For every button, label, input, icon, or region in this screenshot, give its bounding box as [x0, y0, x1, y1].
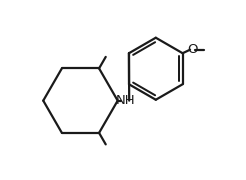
- Text: O: O: [187, 43, 198, 56]
- Text: NH: NH: [115, 94, 135, 107]
